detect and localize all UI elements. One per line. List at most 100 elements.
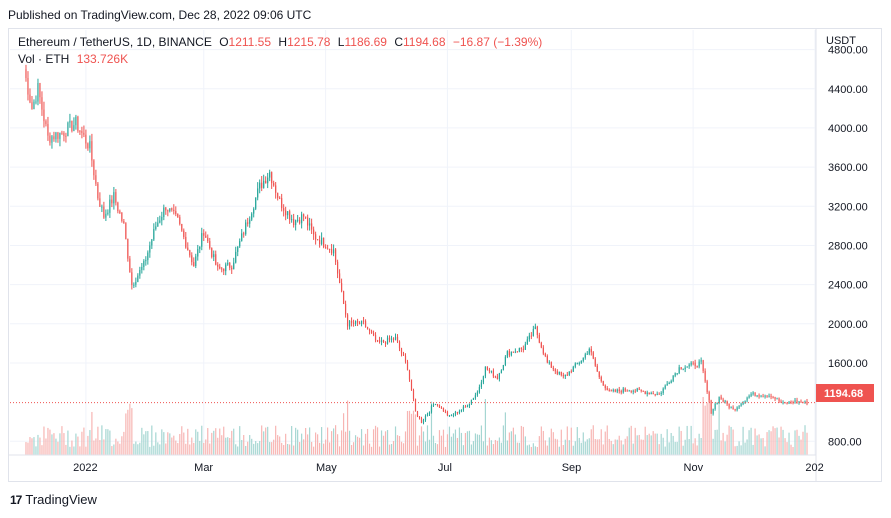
candle-body	[289, 211, 291, 220]
volume-bar	[65, 444, 67, 455]
volume-bar	[600, 429, 602, 455]
volume-bar	[614, 439, 616, 455]
volume-bar	[804, 425, 806, 455]
volume-bar	[726, 434, 728, 455]
candle-body	[606, 388, 608, 390]
price-tick: 4000.00	[828, 123, 868, 135]
volume-bar	[368, 443, 371, 455]
volume-bar	[430, 401, 433, 455]
volume-bar	[770, 431, 772, 455]
volume-bar	[352, 442, 355, 455]
candle-body	[414, 398, 417, 412]
candle-body	[704, 370, 706, 382]
candle-body	[602, 381, 604, 386]
candle-body	[147, 252, 149, 261]
candle-body	[790, 401, 792, 403]
volume-bar	[331, 431, 333, 455]
candle-body	[135, 281, 137, 285]
volume-bar	[418, 435, 421, 455]
volume-bar	[572, 445, 574, 455]
candle-body	[93, 160, 95, 176]
volume-bars	[25, 396, 808, 455]
volume-bar	[364, 433, 367, 455]
candle-body	[223, 268, 225, 272]
candle-body	[137, 275, 139, 282]
candle-body	[542, 347, 544, 354]
candle-body	[61, 132, 63, 134]
candle-body	[742, 403, 744, 405]
candle-body	[420, 417, 423, 423]
volume-bar	[516, 442, 518, 455]
candle-body	[151, 239, 153, 246]
volume-bar	[285, 433, 287, 455]
volume-bar	[315, 432, 317, 455]
volume-bar	[468, 430, 471, 455]
candle-body	[734, 409, 736, 411]
candle-body	[291, 219, 293, 221]
candle-body	[332, 249, 335, 254]
volume-bar	[61, 426, 63, 455]
volume-bar	[75, 433, 77, 455]
volume-bar	[622, 444, 624, 455]
candle-body	[662, 388, 664, 393]
candle-body	[748, 395, 750, 398]
published-note: Published on TradingView.com, Dec 28, 20…	[8, 8, 312, 22]
volume-bar	[462, 445, 465, 455]
volume-bar	[460, 432, 463, 455]
volume-bar	[404, 431, 407, 455]
volume-bar	[33, 437, 35, 455]
low-label: L	[337, 35, 345, 49]
volume-bar	[426, 425, 429, 455]
candle-body	[231, 267, 233, 270]
candle-body	[211, 248, 213, 257]
volume-bar	[518, 442, 520, 455]
volume-bar	[672, 435, 674, 455]
candle-body	[588, 348, 590, 354]
volume-bar	[764, 446, 766, 455]
volume-bar	[512, 427, 514, 455]
candle-body	[616, 389, 618, 392]
candle-body	[592, 352, 594, 359]
candle-body	[275, 185, 277, 193]
candle-body	[520, 348, 522, 350]
candle-body	[261, 182, 263, 188]
candle-body	[690, 362, 692, 365]
volume-bar	[141, 427, 143, 455]
time-axis: 2022 Mar May Jul Sep Nov 202	[73, 462, 824, 474]
volume-bar	[610, 440, 612, 455]
candle-body	[325, 247, 327, 249]
volume-bar	[494, 439, 496, 455]
volume-bar	[77, 436, 79, 455]
volume-bar	[378, 446, 381, 455]
volume-bar	[329, 442, 331, 455]
candle-body	[672, 375, 674, 381]
candle-body	[49, 135, 51, 143]
candle-body	[221, 268, 223, 270]
volume-bar	[548, 437, 550, 455]
candle-body	[241, 233, 243, 242]
candle-body	[736, 407, 738, 411]
candle-body	[720, 396, 722, 400]
volume-bar	[199, 440, 201, 455]
volume-bar	[183, 432, 185, 455]
volume-bar	[307, 434, 309, 455]
candle-body	[336, 261, 339, 274]
candle-body	[181, 223, 183, 231]
tradingview-footer[interactable]: 17 TradingView	[10, 492, 97, 507]
candle-body	[319, 239, 321, 245]
volume-bar	[299, 442, 301, 455]
volume-bar	[207, 428, 209, 455]
symbol-legend: Ethereum / TetherUS, 1D, BINANCE O1211.5…	[18, 35, 542, 49]
volume-bar	[297, 429, 299, 455]
candle-body	[490, 370, 493, 372]
volume-bar	[532, 443, 534, 455]
candle-body	[269, 172, 271, 178]
volume-bar	[414, 414, 417, 455]
candle-body	[776, 398, 778, 400]
candle-body	[303, 214, 305, 217]
volume-bar	[161, 429, 163, 455]
volume-bar	[752, 444, 754, 455]
candle-body	[804, 400, 806, 403]
volume-bar	[396, 435, 399, 455]
